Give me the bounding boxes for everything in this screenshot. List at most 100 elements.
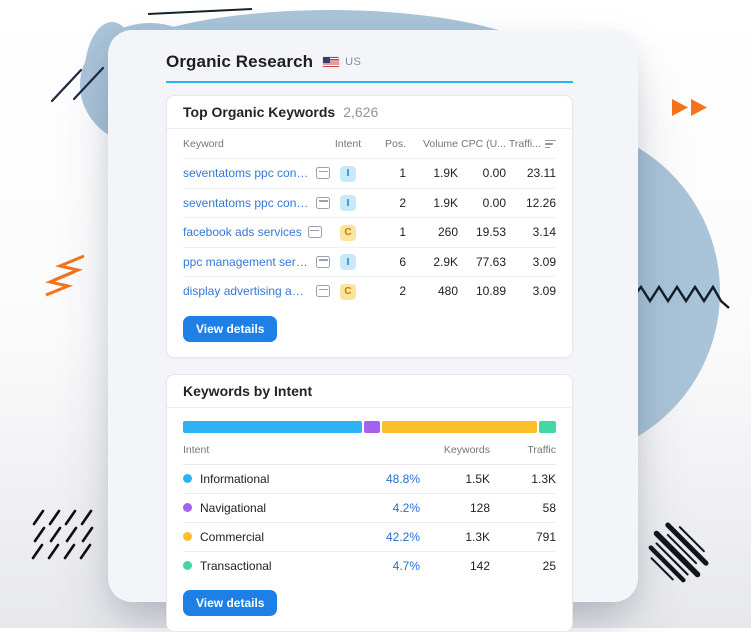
keyword-count: 2,626: [343, 104, 379, 120]
position-value: 6: [399, 254, 406, 269]
intent-percent-link[interactable]: 42.2%: [385, 529, 420, 544]
cpc-value: 0.00: [482, 195, 506, 210]
keyword-link[interactable]: ppc management services: [183, 254, 310, 269]
traffic-value: 1.3K: [531, 471, 556, 486]
intent-bar-segment: [381, 420, 537, 433]
volume-value: 1.9K: [433, 195, 458, 210]
serp-features-icon: [316, 255, 330, 268]
intent-percent-link[interactable]: 4.2%: [392, 500, 420, 515]
table-row: Transactional 4.7% 142 25: [183, 550, 556, 580]
table-row: seventatoms ppc consultant I 2 1.9K 0.00…: [183, 187, 556, 218]
serp-features-icon: [316, 285, 330, 298]
hatch-grid-bottom-left-icon: [31, 509, 94, 560]
sort-descending-icon[interactable]: [545, 139, 556, 149]
keyword-link[interactable]: display advertising agency: [183, 284, 310, 299]
table-row: Navigational 4.2% 128 58: [183, 492, 556, 522]
table-row: ppc management services I 6 2.9K 77.63 3…: [183, 246, 556, 277]
top-organic-keywords-panel: Top Organic Keywords 2,626 Keyword Inten…: [166, 95, 573, 358]
position-value: 2: [399, 284, 406, 299]
traffic-value: 791: [535, 529, 556, 544]
col-intent: Intent: [183, 443, 210, 456]
traffic-value: 12.26: [525, 195, 556, 210]
intent-color-dot: [183, 474, 192, 483]
col-keywords: Keywords: [443, 443, 490, 456]
intent-badge[interactable]: C: [340, 224, 356, 241]
keyword-link[interactable]: seventatoms ppc consultant: [183, 166, 310, 181]
panel-header: Keywords by Intent: [167, 375, 572, 408]
intent-percent-link[interactable]: 48.8%: [385, 471, 420, 486]
panel-title: Keywords by Intent: [183, 382, 313, 399]
table-row: seventatoms ppc consultant I 1 1.9K 0.00…: [183, 158, 556, 188]
ink-line-top: [147, 8, 253, 15]
keywords-table: Keyword Intent Pos. Volume CPC (U... Tra…: [183, 129, 556, 306]
page-title: Organic Research: [166, 52, 314, 71]
orange-zigzag-icon: [45, 254, 85, 297]
keywords-value: 1.5K: [465, 471, 490, 486]
slash-lines-top-left-icon: [50, 66, 105, 103]
keywords-table-header: Keyword Intent Pos. Volume CPC (U... Tra…: [183, 129, 556, 158]
serp-features-icon: [316, 167, 330, 180]
keywords-by-intent-panel: Keywords by Intent Intent Keywords: [166, 373, 573, 632]
intent-color-dot: [183, 503, 192, 512]
col-traffic: Traffi...: [506, 138, 556, 150]
intent-label: Informational: [200, 471, 270, 486]
intent-badge[interactable]: I: [340, 254, 356, 270]
intent-badge[interactable]: I: [340, 195, 356, 211]
col-position: Pos.: [384, 138, 406, 150]
intent-bar-segment: [538, 420, 556, 433]
position-value: 2: [399, 195, 406, 210]
traffic-value: 23.11: [526, 166, 556, 181]
keyword-link[interactable]: seventatoms ppc consultant: [183, 195, 310, 210]
table-row: facebook ads services C 1 260 19.53 3.14: [183, 217, 556, 247]
col-intent: Intent: [334, 138, 362, 150]
panel-header: Top Organic Keywords 2,626: [167, 96, 572, 129]
serp-features-icon: [316, 196, 330, 209]
intent-bar-segment: [364, 420, 380, 433]
intent-table: Intent Keywords Traffic Informational 48…: [183, 435, 556, 580]
intent-distribution-bar: [183, 420, 556, 433]
traffic-value: 25: [542, 558, 556, 573]
intent-badge[interactable]: C: [340, 283, 356, 300]
view-details-button[interactable]: View details: [183, 315, 278, 342]
page-header: Organic Research US: [166, 52, 573, 72]
col-volume: Volume: [422, 138, 458, 150]
table-row: Informational 48.8% 1.5K 1.3K: [183, 465, 556, 493]
volume-value: 1.9K: [433, 166, 458, 181]
intent-table-header: Intent Keywords Traffic: [183, 435, 556, 465]
intent-percent-link[interactable]: 4.7%: [392, 558, 420, 573]
volume-value: 2.9K: [433, 254, 458, 269]
serp-features-icon: [307, 226, 322, 239]
report-card: Organic Research US Top Organic Keywords…: [108, 30, 638, 632]
intent-color-dot: [183, 532, 192, 541]
traffic-value: 58: [542, 500, 556, 515]
intent-bar-segment: [183, 420, 363, 433]
cpc-value: 77.63: [475, 254, 506, 269]
view-details-button[interactable]: View details: [183, 589, 278, 616]
accent-underline: [166, 81, 573, 83]
panel-title: Top Organic Keywords: [183, 104, 336, 120]
keywords-value: 142: [469, 558, 490, 573]
diagonal-lines-bottom-right-icon: [648, 522, 709, 583]
wave-zigzag-right-icon: [629, 284, 730, 309]
traffic-value: 3.09: [532, 254, 556, 269]
col-cpc: CPC (U...: [461, 138, 506, 150]
intent-label: Transactional: [200, 558, 272, 573]
country-label: US: [345, 56, 362, 68]
table-row: Commercial 42.2% 1.3K 791: [183, 521, 556, 551]
traffic-value: 3.09: [532, 284, 556, 299]
intent-label: Navigational: [200, 500, 267, 515]
cpc-value: 0.00: [482, 166, 506, 181]
orange-arrows-icon: [672, 99, 707, 116]
volume-value: 480: [437, 284, 458, 299]
cpc-value: 10.89: [475, 284, 506, 299]
position-value: 1: [399, 225, 406, 240]
position-value: 1: [399, 166, 406, 181]
keyword-link[interactable]: facebook ads services: [183, 225, 302, 240]
traffic-value: 3.14: [532, 225, 556, 240]
keywords-value: 128: [469, 500, 490, 515]
intent-label: Commercial: [200, 529, 265, 544]
cpc-value: 19.53: [475, 225, 506, 240]
col-traffic: Traffic: [527, 443, 556, 456]
col-keyword: Keyword: [183, 138, 224, 150]
intent-badge[interactable]: I: [340, 165, 356, 182]
